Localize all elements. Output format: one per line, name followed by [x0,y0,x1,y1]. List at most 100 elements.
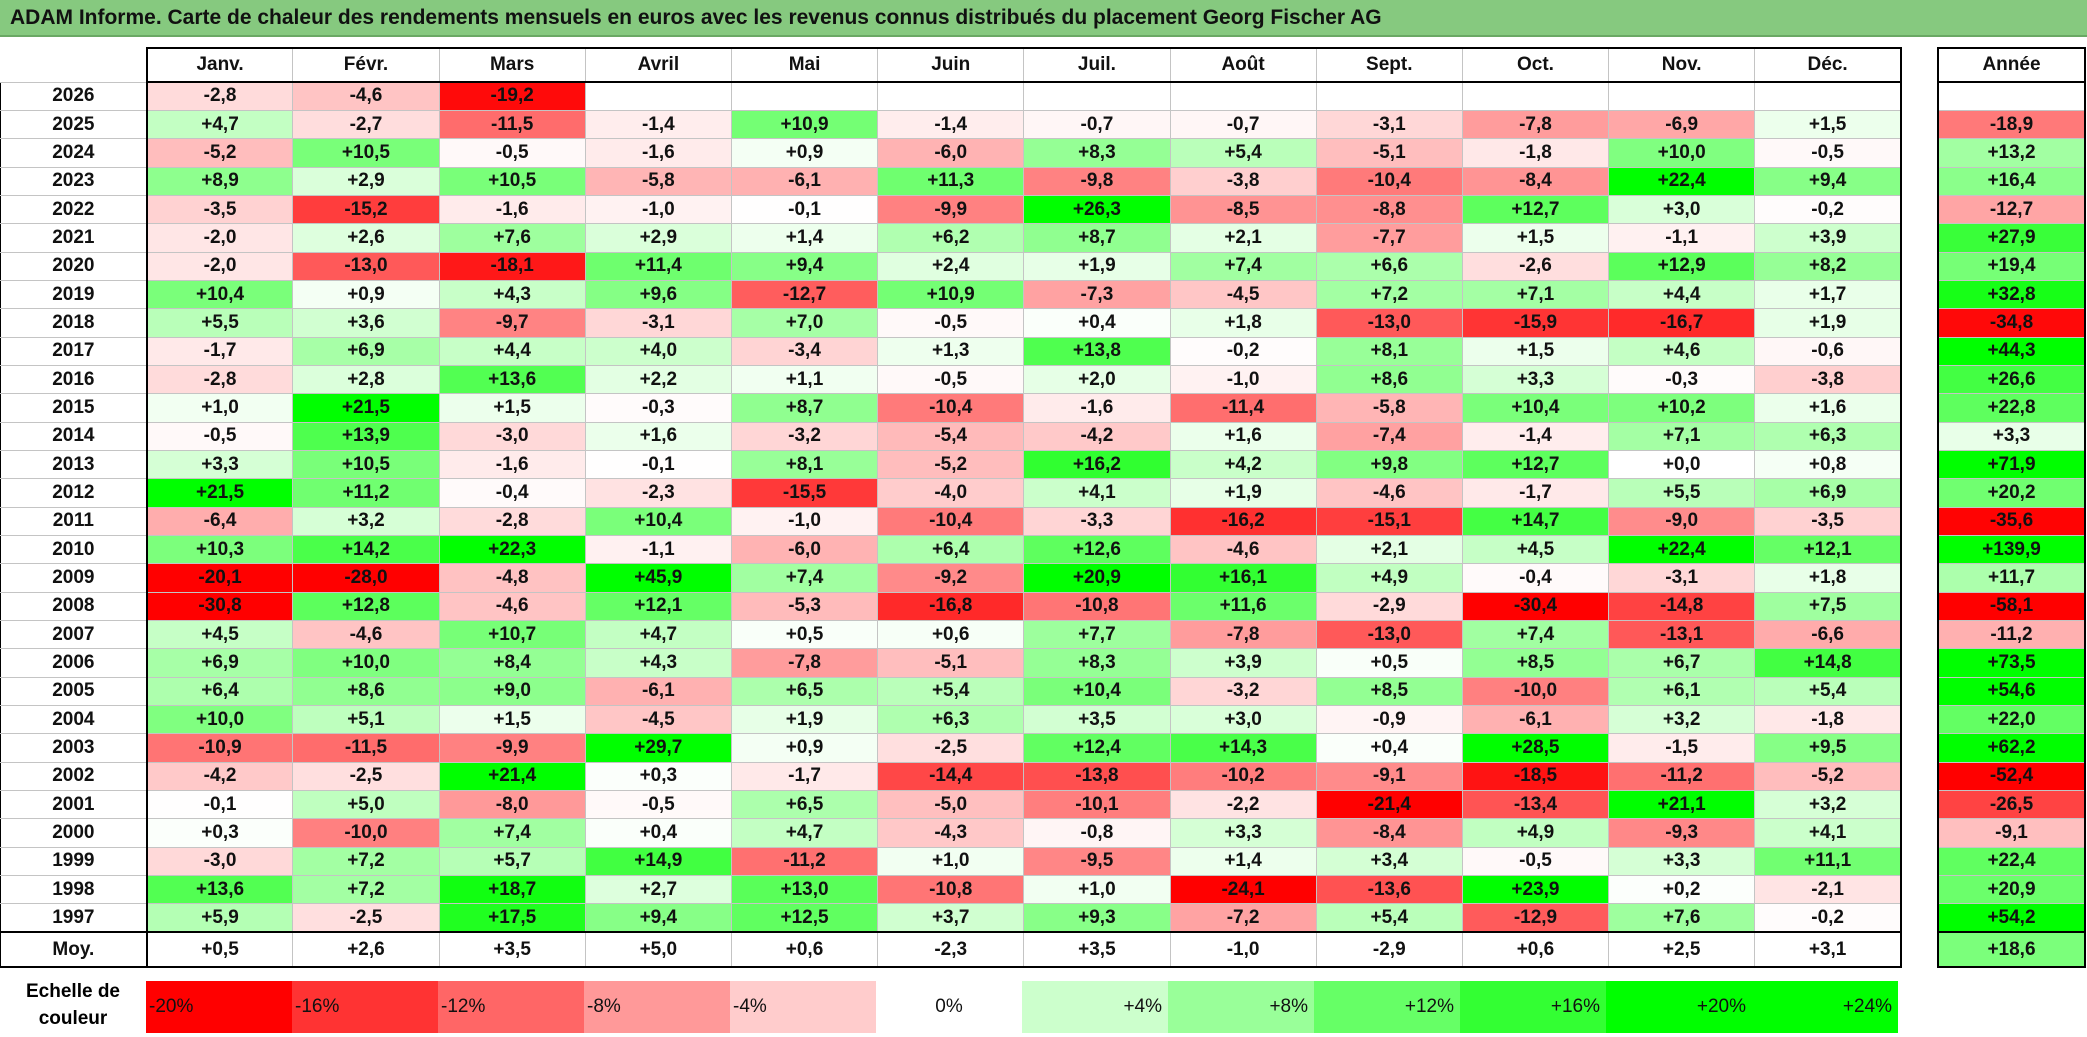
heatmap-cell: -9,7 [438,308,586,338]
heatmap-cell: +13,6 [145,875,294,905]
heatmap-cell: +6,6 [1315,251,1463,281]
annual-header: Année [1937,47,2086,83]
annual-cell: +44,3 [1937,336,2086,366]
heatmap-cell: +2,1 [1315,534,1463,565]
heatmap-cell: -4,2 [145,761,294,792]
heatmap-cell: +9,3 [1023,903,1171,933]
heatmap-cell: -10,2 [1169,761,1317,792]
average-cell: +5,0 [584,931,732,969]
annual-row: +22,4 [1937,846,2086,877]
heatmap-cell: +8,6 [1315,364,1463,395]
legend-swatch: -4% [730,981,876,1033]
average-cell: +2,6 [292,931,440,969]
heatmap-cell: -6,6 [1754,620,1903,650]
heatmap-cell: -0,5 [1461,846,1610,877]
heatmap-cell: -9,3 [1608,818,1756,848]
heatmap-cell: -1,1 [584,534,732,565]
heatmap-cell: +1,4 [1169,846,1317,877]
heatmap-cell: -7,8 [1169,620,1317,650]
heatmap-cell: +10,4 [1461,393,1610,423]
heatmap-cell: +4,2 [1169,449,1317,480]
legend-label-line1: Echelle de [26,981,120,1002]
heatmap-cell: -7,8 [1461,109,1610,140]
heatmap-cell: +11,1 [1754,846,1903,877]
heatmap-cell: +13,8 [1023,336,1171,366]
heatmap-cell: +7,0 [730,308,879,338]
annual-row: +26,6 [1937,364,2086,395]
heatmap-cell: +2,8 [292,364,440,395]
heatmap-cell: +3,2 [1608,705,1756,735]
heatmap-cell: -3,2 [1169,676,1317,707]
heatmap-cell: -8,0 [438,790,586,820]
heatmap-cell: +10,4 [1023,676,1171,707]
heatmap-cell: +5,1 [292,705,440,735]
heatmap-cell: +3,0 [1608,194,1756,225]
year-label: 2013 [0,449,148,480]
table-row: 2017 -1,7 +6,9 +4,4 +4,0 -3,4 +1,3 +13,8 -0,2 +8,… [0,336,1903,366]
heatmap-cell: -4,6 [1169,534,1317,565]
month-header: Mai [730,47,879,83]
heatmap-cell [584,81,732,111]
heatmap-cell: +2,6 [292,223,440,253]
heatmap-cell: +1,5 [438,393,586,423]
heatmap-cell: -5,4 [877,421,1025,451]
heatmap-cell: -0,3 [584,393,732,423]
heatmap-cell: +11,6 [1169,591,1317,622]
monthly-heatmap-table: Janv. Févr. Mars Avril Mai Juin Juil. Août Sept.… [0,47,1903,969]
table-row: 2019 +10,4 +0,9 +4,3 +9,6 -12,7 +10,9 -7,3 -4,5 +… [0,279,1903,310]
heatmap-cell: +3,7 [877,903,1025,933]
annual-row: +73,5 [1937,648,2086,678]
annual-row: -11,2 [1937,620,2086,650]
heatmap-cell: -3,1 [1315,109,1463,140]
heatmap-cell: -6,9 [1608,109,1756,140]
annual-cell: -58,1 [1937,591,2086,622]
heatmap-cell: -3,1 [1608,563,1756,593]
heatmap-cell: +7,4 [1461,620,1610,650]
heatmap-cell: +12,1 [1754,534,1903,565]
heatmap-cell: -7,2 [1169,903,1317,933]
year-label: 2009 [0,563,148,593]
heatmap-cell: -1,0 [1169,364,1317,395]
heatmap-cell: -9,5 [1023,846,1171,877]
heatmap-cell: -9,1 [1315,761,1463,792]
heatmap-cell: -4,6 [292,81,440,111]
heatmap-cell: -0,3 [1608,364,1756,395]
annual-row [1937,81,2086,111]
heatmap-cell: +12,1 [584,591,732,622]
heatmap-cell: -30,8 [145,591,294,622]
heatmap-cell: +14,7 [1461,506,1610,537]
heatmap-cell: +4,5 [1461,534,1610,565]
heatmap-cell: +14,3 [1169,733,1317,763]
heatmap-cell: -4,3 [877,818,1025,848]
average-cell: -1,0 [1169,931,1317,969]
annual-row: +54,6 [1937,676,2086,707]
table-row: 2026 -2,8 -4,6 -19,2 [0,81,1903,111]
heatmap-cell: +26,3 [1023,194,1171,225]
year-label: 2000 [0,818,148,848]
heatmap-cell: +1,8 [1754,563,1903,593]
heatmap-cell: +3,3 [1608,846,1756,877]
heatmap-cell: +10,0 [145,705,294,735]
heatmap-cell: -0,7 [1023,109,1171,140]
heatmap-cell: +8,2 [1754,251,1903,281]
heatmap-cell: -3,5 [145,194,294,225]
heatmap-cell: +14,2 [292,534,440,565]
heatmap-cell: -1,4 [1461,421,1610,451]
table-row: 2024 -5,2 +10,5 -0,5 -1,6 +0,9 -6,0 +8,3 +5,4 -5,… [0,138,1903,168]
year-label: 1997 [0,903,148,933]
heatmap-cell: -3,5 [1754,506,1903,537]
heatmap-cell: -2,0 [145,223,294,253]
legend-swatch: +16% [1460,981,1606,1033]
heatmap-cell [1023,81,1171,111]
annual-cell: +20,9 [1937,875,2086,905]
annual-cell: -35,6 [1937,506,2086,537]
heatmap-cell: -11,5 [438,109,586,140]
year-label: 2025 [0,109,148,140]
year-label: 2026 [0,81,148,111]
heatmap-cell: +5,4 [1315,903,1463,933]
year-label: 2002 [0,761,148,792]
heatmap-cell: -10,4 [877,506,1025,537]
heatmap-cell: +1,9 [1169,478,1317,508]
heatmap-cell: -2,8 [438,506,586,537]
heatmap-cell: +3,2 [292,506,440,537]
